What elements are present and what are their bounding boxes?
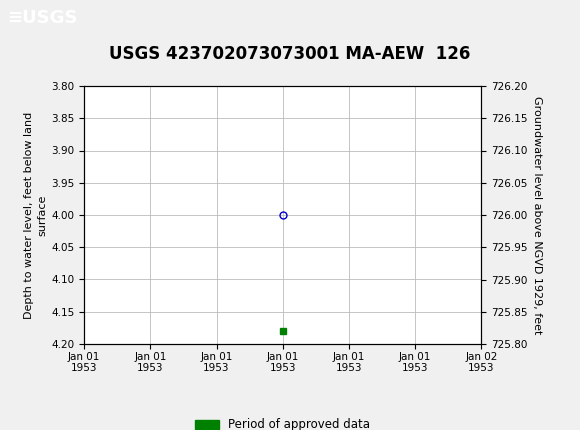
Y-axis label: Depth to water level, feet below land
surface: Depth to water level, feet below land su… xyxy=(24,111,47,319)
Y-axis label: Groundwater level above NGVD 1929, feet: Groundwater level above NGVD 1929, feet xyxy=(532,96,542,334)
Legend: Period of approved data: Period of approved data xyxy=(190,414,375,430)
Text: USGS 423702073073001 MA-AEW  126: USGS 423702073073001 MA-AEW 126 xyxy=(109,45,471,63)
Text: ≡USGS: ≡USGS xyxy=(7,9,78,27)
